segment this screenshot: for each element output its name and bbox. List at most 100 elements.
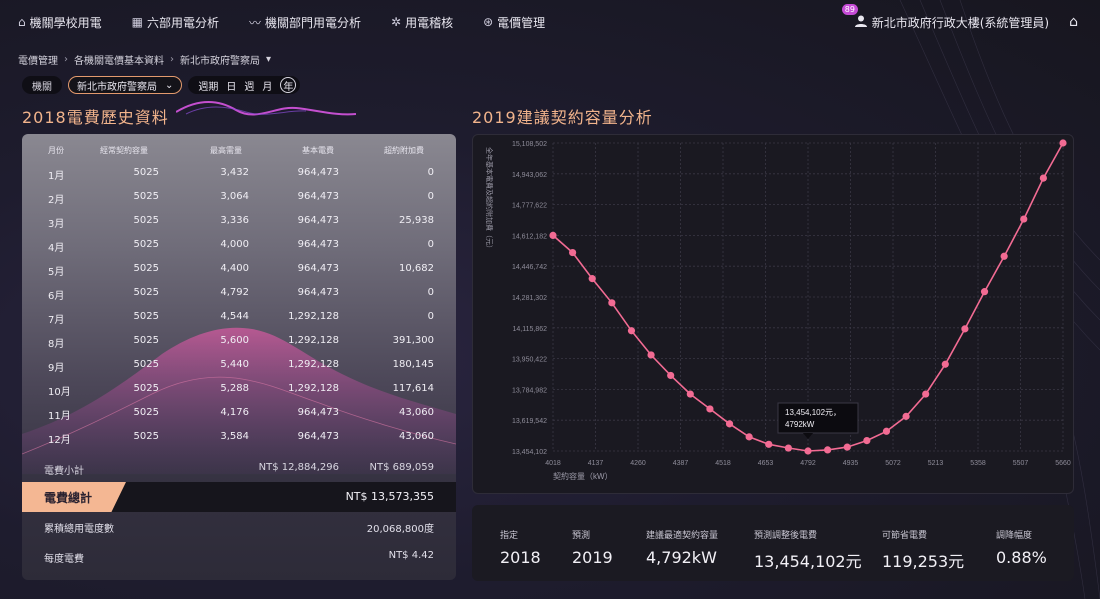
- home-outline-icon: ⌂: [18, 15, 26, 29]
- period-day[interactable]: 日: [226, 81, 237, 93]
- breadcrumb-item[interactable]: 新北市政府警察局: [180, 56, 260, 67]
- data-point[interactable]: [941, 360, 949, 368]
- table-row: 1月 5025 3,432 964,473 0: [22, 162, 456, 186]
- period-week[interactable]: 週: [244, 81, 255, 93]
- summary-value: 4,792kW: [646, 548, 717, 567]
- cell-month: 12月: [48, 435, 71, 446]
- cell-basic-fee: 1,292,128: [288, 359, 339, 370]
- cell-contract: 5025: [133, 167, 159, 178]
- x-tick-label: 4018: [545, 460, 561, 467]
- cell-month: 7月: [48, 315, 65, 326]
- org-label: 機關: [22, 76, 62, 94]
- period-year-selected[interactable]: 年: [280, 77, 297, 93]
- nav-item-price-management[interactable]: ⊛ 電價管理: [483, 14, 545, 31]
- summary-label: 調降幅度: [996, 531, 1033, 541]
- unit-price-value: NT$ 4.42: [388, 550, 434, 561]
- wave-icon: 〰: [249, 15, 262, 30]
- x-tick-label: 5660: [1055, 460, 1071, 467]
- x-tick-label: 5213: [928, 460, 944, 467]
- cell-contract: 5025: [133, 239, 159, 250]
- breadcrumb-item[interactable]: 各機關電價基本資料: [74, 56, 164, 67]
- cell-extra-fee: 117,614: [392, 383, 434, 394]
- summary-value: 13,454,102元: [754, 552, 862, 571]
- data-point[interactable]: [765, 440, 773, 448]
- data-point[interactable]: [824, 446, 832, 454]
- notification-badge[interactable]: 89: [841, 3, 858, 15]
- user-label: 新北市政府行政大樓(系統管理員): [871, 15, 1050, 30]
- data-point[interactable]: [667, 371, 675, 380]
- cell-month: 11月: [48, 411, 71, 422]
- data-point[interactable]: [725, 420, 734, 428]
- org-select[interactable]: 新北市政府警察局 ⌄: [68, 76, 183, 94]
- data-point[interactable]: [569, 248, 577, 257]
- data-point[interactable]: [588, 275, 596, 283]
- data-point[interactable]: [1039, 174, 1047, 182]
- summary-label: 預測調整後電費: [754, 531, 818, 541]
- data-point[interactable]: [863, 436, 871, 445]
- tooltip-line1: 13,454,102元，: [785, 408, 841, 417]
- nav-item-six-ministries[interactable]: ▦ 六部用電分析: [132, 14, 219, 31]
- data-point[interactable]: [1000, 252, 1008, 260]
- data-point[interactable]: [804, 447, 812, 455]
- nav-item-department-analysis[interactable]: 〰 機關部門用電分析: [249, 14, 361, 31]
- summary-panel: 指定 2018 預測 2019 建議最適契約容量 4,792kW 預測調整後電費…: [472, 505, 1074, 581]
- data-point[interactable]: [745, 433, 753, 441]
- breadcrumb: 電價管理 › 各機關電價基本資料 › 新北市政府警察局 ▾: [18, 52, 271, 67]
- cell-contract: 5025: [133, 263, 159, 274]
- y-tick-label: 14,446,742: [512, 264, 547, 271]
- nav-label: 機關部門用電分析: [265, 15, 362, 30]
- data-point[interactable]: [608, 299, 616, 307]
- cell-peak: 4,400: [220, 263, 249, 274]
- data-point[interactable]: [647, 351, 655, 359]
- breadcrumb-item[interactable]: 電價管理: [18, 56, 58, 67]
- top-nav: ⌂ 機關學校用電 ▦ 六部用電分析 〰 機關部門用電分析 ✲ 用電稽核 ⊛ 電價…: [0, 0, 1100, 44]
- table-row: 12月 5025 3,584 964,473 43,060: [22, 426, 456, 450]
- y-tick-label: 14,612,182: [512, 233, 547, 240]
- cell-month: 5月: [48, 267, 65, 278]
- data-point[interactable]: [1059, 139, 1067, 147]
- cell-contract: 5025: [133, 431, 159, 442]
- unit-price-row: 每度電費 NT$ 4.42: [22, 542, 456, 572]
- y-tick-label: 14,777,622: [512, 203, 547, 210]
- cell-month: 10月: [48, 387, 71, 398]
- summary-optimal-capacity: 建議最適契約容量 4,792kW: [646, 523, 718, 567]
- data-point[interactable]: [922, 390, 930, 398]
- nav-item-audit[interactable]: ✲ 用電稽核: [391, 14, 453, 31]
- table-header: 月份 經常契約容量 最高需量 基本電費 超約附加費: [22, 140, 456, 164]
- data-point[interactable]: [882, 427, 891, 435]
- data-point[interactable]: [627, 327, 636, 335]
- filter-bar: 機關 新北市政府警察局 ⌄ 週期 日 週 月 年: [22, 75, 301, 95]
- total-row: 電費總計 NT$ 13,573,355: [22, 482, 456, 512]
- y-tick-label: 14,115,862: [512, 326, 547, 333]
- data-point[interactable]: [902, 412, 910, 420]
- data-point[interactable]: [1020, 215, 1028, 223]
- data-point[interactable]: [784, 444, 792, 452]
- data-point[interactable]: [980, 288, 989, 296]
- cell-extra-fee: 180,145: [392, 359, 434, 370]
- cell-basic-fee: 964,473: [297, 263, 339, 274]
- cell-basic-fee: 964,473: [297, 191, 339, 202]
- data-point[interactable]: [843, 443, 851, 451]
- nav-item-school-power[interactable]: ⌂ 機關學校用電: [18, 14, 102, 31]
- y-tick-label: 13,619,542: [512, 418, 547, 425]
- capacity-chart[interactable]: 15,108,502 14,943,062 14,777,622 14,612,182…: [473, 135, 1075, 495]
- cell-contract: 5025: [133, 359, 159, 370]
- data-point[interactable]: [549, 231, 557, 239]
- home-icon[interactable]: ⌂: [1069, 14, 1078, 30]
- cell-peak: 4,792: [220, 287, 249, 298]
- period-month[interactable]: 月: [262, 81, 273, 93]
- nav-label: 電價管理: [497, 15, 546, 30]
- cell-peak: 4,544: [220, 311, 249, 322]
- summary-savings: 可節省電費 119,253元: [882, 523, 964, 572]
- cell-contract: 5025: [133, 383, 159, 394]
- tooltip-line2: 4792kW: [785, 420, 815, 429]
- data-point[interactable]: [706, 405, 714, 413]
- user-menu[interactable]: 89 新北市政府行政大樓(系統管理員): [841, 3, 1050, 31]
- y-axis-label: 全年基本電費及超約附加費（元）: [485, 147, 494, 252]
- caret-down-icon[interactable]: ▾: [266, 54, 272, 65]
- data-point[interactable]: [686, 390, 694, 398]
- y-tick-label: 13,784,982: [512, 387, 547, 394]
- data-point[interactable]: [961, 325, 969, 333]
- cell-contract: 5025: [133, 311, 159, 322]
- table-row: 3月 5025 3,336 964,473 25,938: [22, 210, 456, 234]
